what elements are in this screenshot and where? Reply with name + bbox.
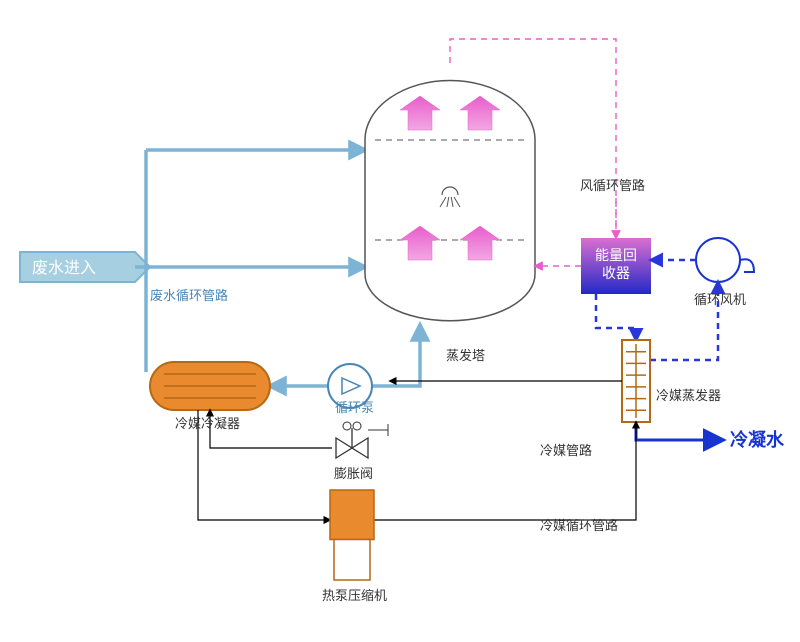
energy-recovery-box: 能量回收器 — [581, 238, 651, 294]
heat-pump-compressor — [330, 490, 374, 580]
refrigerant-evaporator — [622, 340, 650, 422]
bluedash-recovery-to-evap — [596, 294, 636, 340]
evap-tower-label: 蒸发塔 — [446, 348, 485, 363]
expansion-valve — [336, 422, 388, 458]
refrig-evap-label: 冷媒蒸发器 — [656, 388, 721, 403]
condensate-arrow — [636, 422, 720, 440]
refrig-loop-label: 冷媒循环管路 — [540, 518, 618, 533]
refrigerant-line-compressor-to-evap — [374, 422, 636, 520]
refrigerant-condenser — [150, 362, 270, 410]
refrig-condenser-label: 冷媒冷凝器 — [175, 416, 240, 431]
process-diagram: 废水进入 能量回收器 废水循环管路 风循环管路蒸发塔循环泵冷媒冷凝器 冷媒蒸发器 循环… — [0, 0, 800, 642]
energy-recovery-label: 收器 — [602, 265, 630, 281]
wastewater-loop-label: 废水循环管路 — [150, 288, 228, 303]
refrig-line-label: 冷媒管路 — [540, 443, 592, 458]
expansion-valve-label: 膨胀阀 — [334, 466, 373, 481]
circulation-fan — [696, 238, 754, 282]
wastewater-return-line — [372, 325, 420, 386]
fan-label: 循环风机 — [694, 292, 746, 307]
condensate-label: 冷凝水 — [730, 429, 785, 450]
energy-recovery-label: 能量回 — [595, 247, 637, 263]
compressor-label: 热泵压缩机 — [322, 588, 387, 603]
evaporation-tower — [365, 81, 535, 321]
wastewater-in-label: 废水进入 — [32, 259, 96, 277]
circ-pump-label: 循环泵 — [335, 400, 374, 415]
wastewater-inlet-banner: 废水进入 — [20, 252, 150, 282]
air-loop-label: 风循环管路 — [580, 178, 645, 193]
